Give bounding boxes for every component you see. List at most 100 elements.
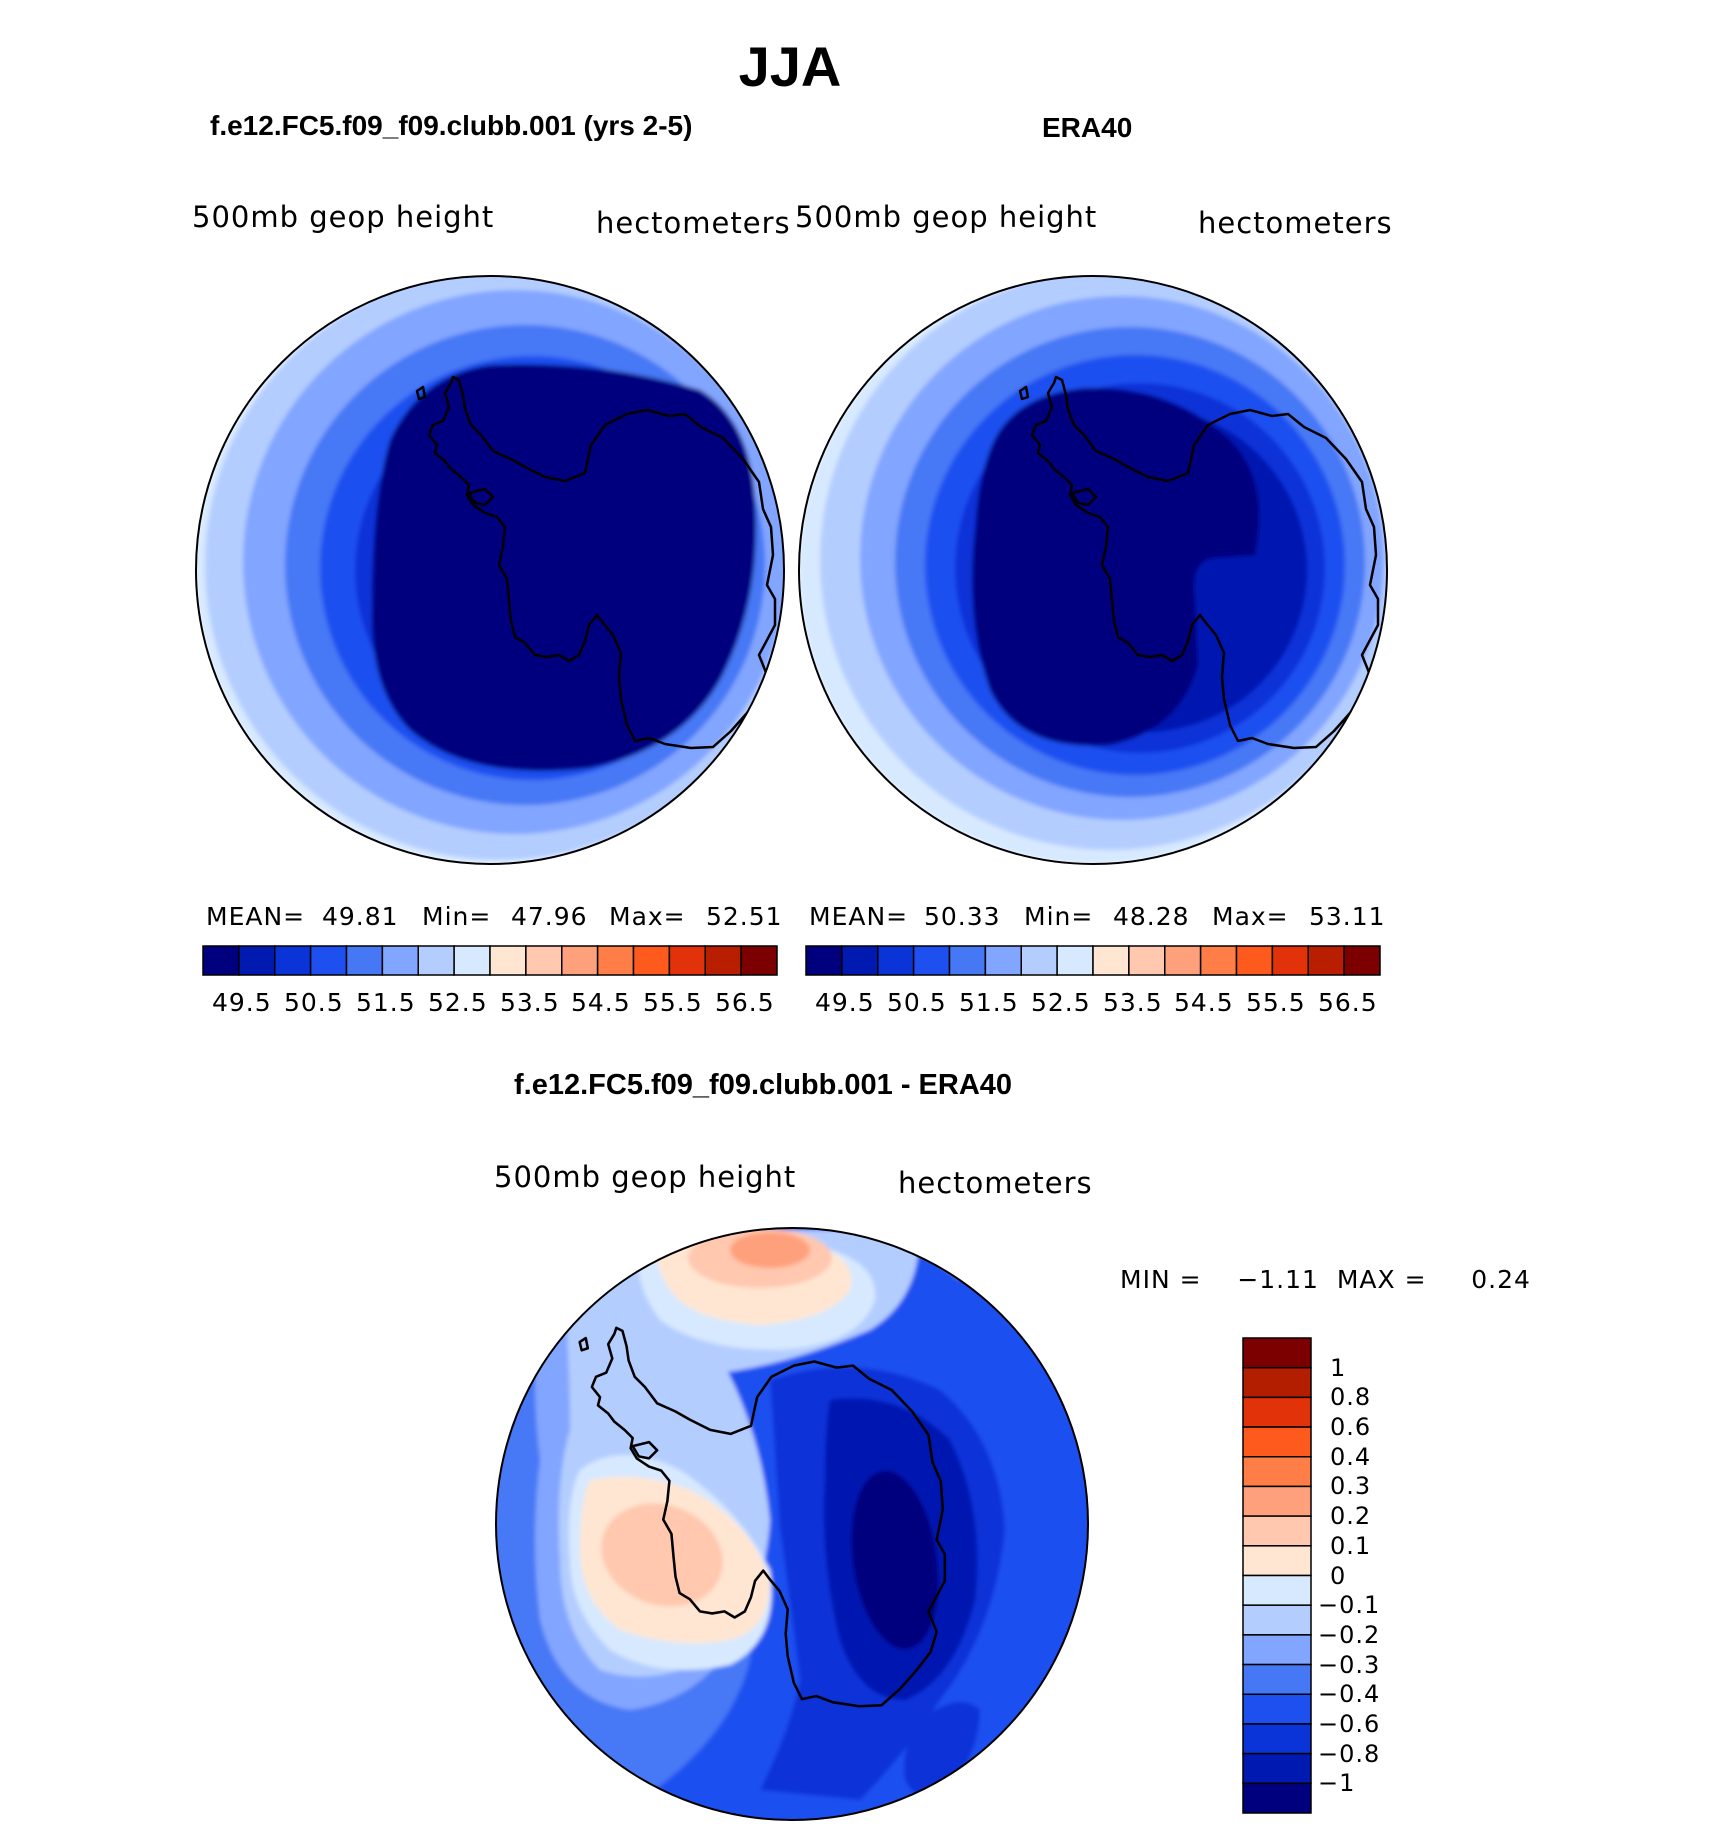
colorbar-swatch [948, 945, 987, 976]
difference-colorbar-swatch [1242, 1396, 1312, 1428]
difference-colorbar-swatch [1242, 1366, 1312, 1399]
difference-map-border [495, 1227, 1089, 1821]
colorbar-swatch [309, 945, 348, 976]
colorbar-swatch [1128, 945, 1166, 976]
obs-colorbar-tick: 56.5 [1318, 988, 1378, 1017]
model-colorbar-tick: 54.5 [571, 988, 631, 1017]
colorbar-swatch [1020, 945, 1058, 976]
difference-map [496, 1228, 1088, 1820]
difference-colorbar-swatch [1242, 1663, 1312, 1695]
obs-colorbar-tick: 55.5 [1246, 988, 1306, 1017]
difference-colorbar-label: 0 [1330, 1561, 1347, 1590]
colorbar-swatch [561, 945, 599, 976]
difference-colorbar-swatch [1242, 1752, 1312, 1785]
colorbar-swatch [632, 945, 671, 976]
obs-map-border [798, 275, 1388, 865]
obs-colorbar-tick: 54.5 [1174, 988, 1234, 1017]
model-map [196, 276, 784, 864]
model-max-value: 52.51 [706, 902, 783, 931]
obs-units-label: hectometers [1198, 206, 1393, 240]
colorbar-swatch [345, 945, 384, 976]
difference-colorbar-swatch [1242, 1426, 1312, 1458]
difference-colorbar-swatch [1242, 1693, 1312, 1725]
colorbar-swatch [202, 945, 240, 976]
obs-field-label: 500mb geop height [795, 200, 1098, 234]
difference-colorbar-swatch [1242, 1456, 1312, 1488]
colorbar-swatch [525, 945, 563, 976]
obs-panel-title: ERA40 [1042, 112, 1133, 143]
colorbar-swatch [877, 945, 915, 976]
difference-colorbar-label: −0.6 [1318, 1709, 1381, 1738]
model-colorbar-tick: 50.5 [284, 988, 344, 1017]
difference-colorbar-label: 0.6 [1330, 1413, 1372, 1442]
obs-mean-label: MEAN= [809, 902, 909, 931]
difference-colorbar-label: 0.4 [1330, 1442, 1372, 1471]
colorbar-swatch [596, 945, 635, 976]
obs-colorbar [805, 945, 1381, 976]
obs-colorbar-tick: 49.5 [815, 988, 875, 1017]
difference-colorbar-swatch [1242, 1485, 1312, 1517]
difference-colorbar-label: −0.4 [1318, 1680, 1381, 1709]
model-colorbar-tick: 52.5 [428, 988, 488, 1017]
model-units-label: hectometers [596, 206, 791, 240]
difference-colorbar-label: −0.8 [1318, 1739, 1381, 1768]
colorbar-swatch [984, 945, 1022, 976]
obs-colorbar-tick: 52.5 [1031, 988, 1091, 1017]
colorbar-swatch [1271, 945, 1309, 976]
colorbar-swatch [1056, 945, 1094, 976]
difference-colorbar [1242, 1337, 1312, 1814]
obs-max-value: 53.11 [1309, 902, 1386, 931]
difference-colorbar-swatch [1242, 1723, 1312, 1755]
difference-colorbar-swatch [1242, 1545, 1312, 1577]
difference-colorbar-label: −0.2 [1318, 1620, 1381, 1649]
colorbar-swatch [805, 945, 843, 976]
colorbar-swatch [1164, 945, 1202, 976]
model-colorbar-tick: 49.5 [212, 988, 272, 1017]
model-colorbar-tick: 51.5 [356, 988, 416, 1017]
model-colorbar-tick: 55.5 [643, 988, 703, 1017]
colorbar-swatch [453, 945, 491, 976]
difference-units-label: hectometers [898, 1166, 1093, 1200]
colorbar-swatch [668, 945, 706, 976]
model-colorbar [202, 945, 778, 976]
model-field-label: 500mb geop height [192, 200, 495, 234]
obs-map [799, 276, 1387, 864]
obs-mean-value: 50.33 [924, 902, 1001, 931]
model-panel-title: f.e12.FC5.f09_f09.clubb.001 (yrs 2-5) [210, 110, 693, 141]
obs-min-label: Min= [1024, 902, 1094, 931]
difference-colorbar-label: 1 [1330, 1353, 1347, 1382]
difference-colorbar-label: 0.8 [1330, 1383, 1372, 1412]
difference-colorbar-swatch [1242, 1515, 1312, 1547]
colorbar-swatch [238, 945, 276, 976]
colorbar-swatch [1307, 945, 1345, 976]
model-max-label: Max= [609, 902, 686, 931]
colorbar-swatch [1092, 945, 1130, 976]
difference-min-max: MIN = −1.11 MAX = 0.24 [1120, 1265, 1531, 1294]
colorbar-swatch [274, 945, 312, 976]
model-mean-label: MEAN= [206, 902, 306, 931]
obs-colorbar-tick: 51.5 [959, 988, 1019, 1017]
obs-colorbar-tick: 53.5 [1103, 988, 1163, 1017]
model-min-value: 47.96 [511, 902, 588, 931]
colorbar-swatch [489, 945, 527, 976]
obs-colorbar-tick: 50.5 [887, 988, 947, 1017]
difference-colorbar-label: 0.2 [1330, 1502, 1372, 1531]
model-colorbar-tick: 53.5 [500, 988, 560, 1017]
obs-max-label: Max= [1212, 902, 1289, 931]
difference-colorbar-swatch [1242, 1634, 1312, 1666]
model-map-border [195, 275, 785, 865]
difference-colorbar-label: −0.3 [1318, 1650, 1381, 1679]
difference-colorbar-label: −1 [1318, 1769, 1356, 1798]
difference-colorbar-swatch [1242, 1604, 1312, 1636]
difference-colorbar-swatch [1242, 1574, 1312, 1606]
difference-field-label: 500mb geop height [494, 1160, 797, 1194]
colorbar-swatch [417, 945, 455, 976]
page-title: JJA [738, 35, 842, 98]
colorbar-swatch [740, 945, 778, 976]
obs-min-value: 48.28 [1113, 902, 1190, 931]
colorbar-swatch [704, 945, 742, 976]
difference-colorbar-label: 0.3 [1330, 1472, 1372, 1501]
difference-title: f.e12.FC5.f09_f09.clubb.001 - ERA40 [514, 1069, 1013, 1101]
colorbar-swatch [1235, 945, 1274, 976]
